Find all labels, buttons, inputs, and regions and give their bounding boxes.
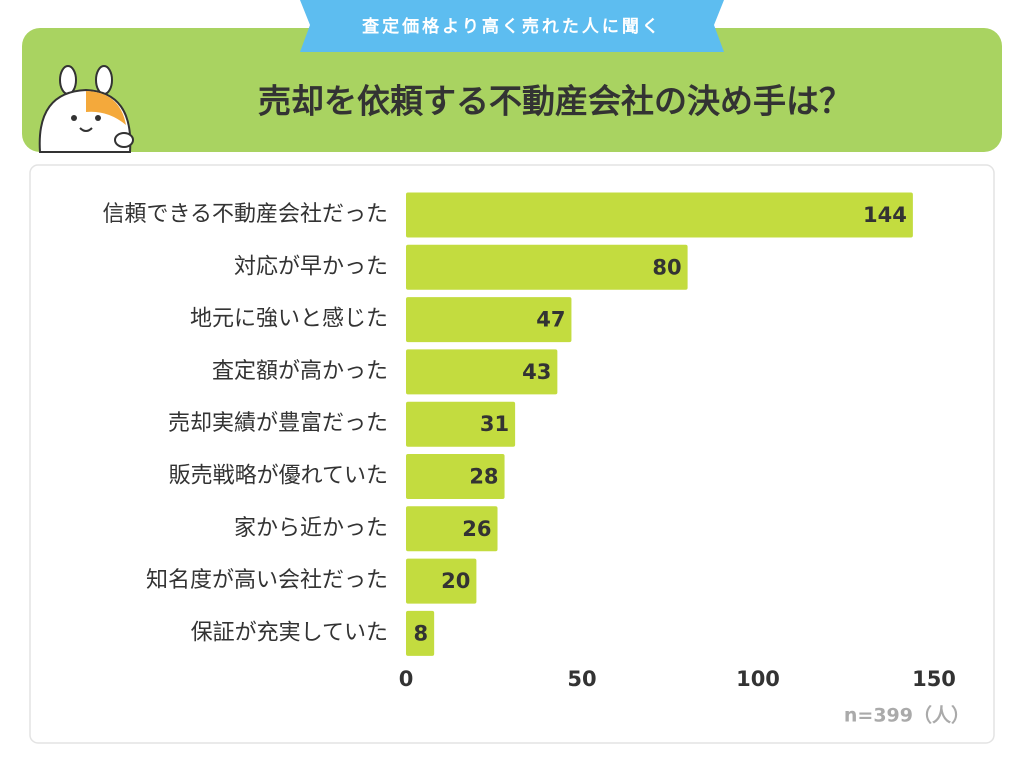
y-tick-label: 地元に強いと感じた [190, 307, 388, 332]
y-tick-label: 査定額が高かった [212, 359, 388, 384]
bar [406, 454, 505, 499]
y-tick-label: 保証が充実していた [191, 620, 388, 645]
y-tick-label: 販売戦略が優れていた [169, 464, 388, 489]
y-tick-label: 信頼できる不動産会社だった [102, 202, 388, 227]
bar [406, 506, 498, 552]
value-label: 80 [652, 255, 681, 279]
value-label: 20 [441, 569, 470, 593]
bar [406, 349, 558, 395]
chart-title: 売却を依頼する不動産会社の決め手は？ [258, 82, 852, 121]
note: n=399（人） [844, 704, 970, 727]
x-tick-label: 150 [912, 667, 956, 691]
bar [406, 297, 572, 343]
x-tick-label: 50 [567, 667, 596, 691]
value-label: 43 [522, 360, 551, 384]
value-label: 47 [536, 308, 565, 332]
x-tick-label: 0 [399, 667, 414, 691]
mascot [38, 65, 134, 153]
y-tick-label: 対応が早かった [234, 254, 388, 279]
value-label: 144 [863, 203, 907, 227]
value-label: 31 [480, 412, 509, 436]
banner-text: 査定価格より高く売れた人に聞く [361, 16, 662, 37]
chart-panel [29, 164, 995, 744]
y-tick-label: 家から近かった [234, 516, 388, 541]
bar [406, 610, 435, 656]
value-label: 8 [414, 621, 429, 645]
bar [406, 192, 913, 238]
y-tick-label: 知名度が高い会社だった [146, 568, 388, 593]
banner-ribbon [300, 0, 724, 52]
bar [406, 401, 516, 447]
x-tick-label: 100 [736, 667, 780, 691]
bar [406, 244, 688, 290]
y-tick-label: 売却実績が豊富だった [168, 411, 388, 436]
bar [406, 558, 477, 604]
value-label: 28 [469, 465, 498, 489]
header-band [22, 28, 1002, 152]
value-label: 26 [462, 517, 491, 541]
